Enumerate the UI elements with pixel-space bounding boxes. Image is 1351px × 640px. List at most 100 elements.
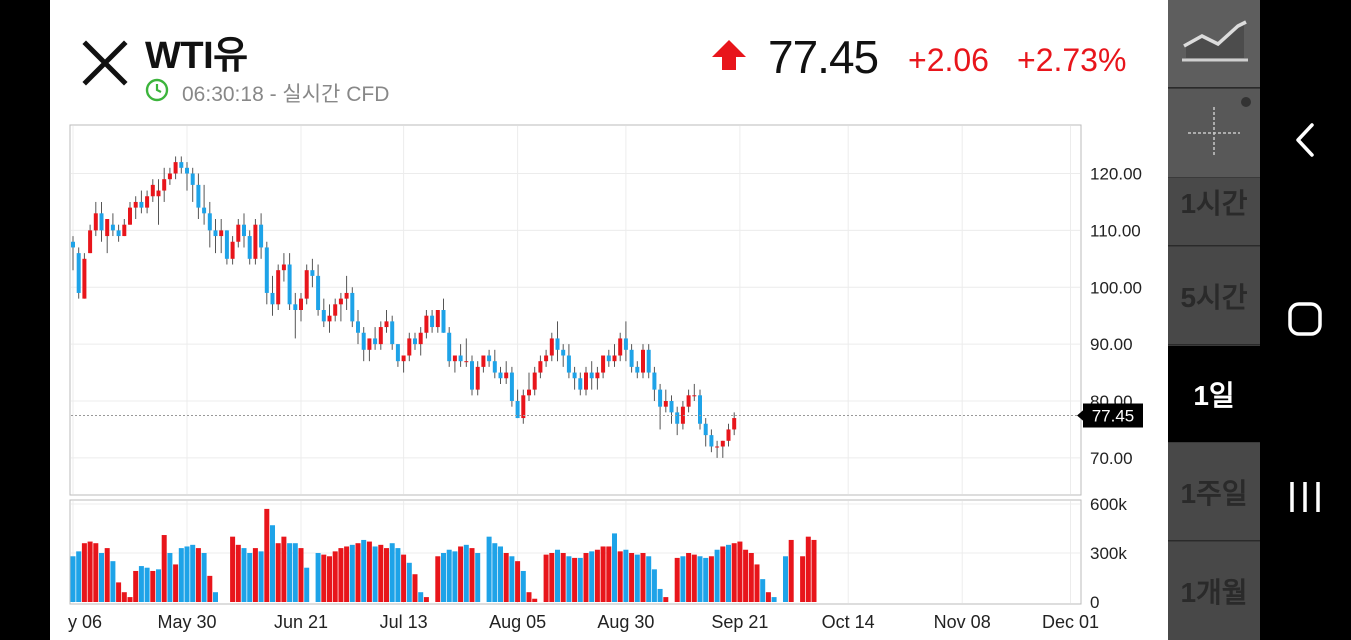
candle-body xyxy=(561,349,566,356)
volume-bar xyxy=(509,556,515,602)
current-price-pointer xyxy=(1077,409,1084,422)
volume-bar xyxy=(640,553,646,602)
volume-bar xyxy=(674,557,680,602)
volume-bar xyxy=(207,575,213,602)
volume-bar xyxy=(121,592,127,602)
volume-bar xyxy=(116,582,122,602)
timeframe-5h[interactable]: 5시간 xyxy=(1168,247,1260,345)
volume-bar xyxy=(520,570,526,602)
volume-bar xyxy=(344,546,350,602)
volume-bar xyxy=(515,561,521,602)
volume-bar xyxy=(178,548,184,602)
candle-body xyxy=(589,372,594,379)
volume-bar xyxy=(401,554,407,602)
volume-bar xyxy=(435,556,441,602)
volume-bar xyxy=(110,561,116,602)
chart-grid xyxy=(71,126,1080,603)
candle-body xyxy=(224,230,229,259)
date-tick-label: Dec 01 xyxy=(1042,612,1099,632)
crosshair-button[interactable] xyxy=(1168,89,1260,177)
volume-bar xyxy=(503,553,509,602)
volume-bar xyxy=(697,556,703,602)
volume-bar xyxy=(572,557,578,602)
volume-bar xyxy=(708,556,714,602)
candle-body xyxy=(515,401,520,419)
candle-body xyxy=(612,355,617,362)
volume-bar xyxy=(686,553,692,602)
candle-body xyxy=(327,315,332,322)
candle-body xyxy=(601,355,606,373)
home-icon[interactable] xyxy=(1280,294,1330,344)
volume-bar xyxy=(617,551,623,602)
date-tick-label: Jun 21 xyxy=(274,612,328,632)
candle-body xyxy=(316,275,321,310)
candle-body xyxy=(88,230,93,254)
volume-bar xyxy=(418,592,424,602)
candle-body xyxy=(623,338,628,350)
timeframe-1m[interactable]: 1개월 xyxy=(1168,542,1260,640)
candle-body xyxy=(259,224,264,248)
candle-body xyxy=(498,372,503,379)
candle-body xyxy=(373,338,378,345)
volume-bar xyxy=(264,508,270,602)
candle-body xyxy=(242,224,246,237)
volume-bar xyxy=(703,557,709,602)
volume-bar xyxy=(600,546,606,602)
date-tick-label: Aug 05 xyxy=(489,612,546,632)
date-tick-label: Jul 13 xyxy=(380,612,428,632)
date-tick-label: Nov 08 xyxy=(934,612,991,632)
volume-bar xyxy=(458,546,464,602)
volume-bar xyxy=(235,544,241,602)
volume-bar xyxy=(195,548,201,602)
volume-bar xyxy=(543,554,549,602)
timeframe-1h[interactable]: 1시간 xyxy=(1168,178,1260,246)
candle-body xyxy=(595,372,600,379)
volume-bar xyxy=(258,551,264,602)
candle-body xyxy=(219,230,224,237)
volume-bar xyxy=(93,543,99,602)
volume-bar xyxy=(549,553,555,602)
volume-bar xyxy=(104,548,110,602)
candle-body xyxy=(509,372,514,401)
back-icon[interactable] xyxy=(1280,115,1330,165)
volume-bar xyxy=(423,597,429,602)
timeframe-1w[interactable]: 1주일 xyxy=(1168,443,1260,541)
volume-bar xyxy=(606,546,612,602)
volume-bar xyxy=(378,544,384,602)
volume-bar xyxy=(247,553,253,602)
candle-body xyxy=(686,395,691,407)
candle-body xyxy=(504,372,509,379)
candle-body xyxy=(367,338,372,350)
candle-body xyxy=(447,332,452,362)
chart-type-button[interactable] xyxy=(1168,0,1260,88)
candle-body xyxy=(407,338,412,356)
candle-body xyxy=(401,355,406,362)
candle-body xyxy=(538,361,543,373)
candle-body xyxy=(703,423,708,436)
candle-body xyxy=(344,292,349,299)
volume-bar xyxy=(737,541,743,602)
date-axis: y 06 May 30 Jun 21 Jul 13 Aug 05 Aug 30 Sep 21… xyxy=(68,612,1099,632)
volume-bar xyxy=(634,554,640,602)
close-icon[interactable] xyxy=(80,38,130,88)
candle-body xyxy=(584,372,588,390)
volume-bar xyxy=(150,570,156,602)
volume-panel-frame xyxy=(69,499,1082,605)
candle-body xyxy=(76,253,81,293)
volume-bar xyxy=(144,567,150,602)
volume-bar xyxy=(754,564,760,602)
candle-body xyxy=(173,162,178,174)
volume-bar xyxy=(321,554,327,602)
volume-bar xyxy=(452,551,458,602)
volume-bar xyxy=(138,566,144,602)
recents-icon[interactable] xyxy=(1280,472,1330,522)
volume-bar xyxy=(395,548,401,602)
volume-bar xyxy=(612,533,617,602)
candle-body xyxy=(71,241,75,248)
volume-bar xyxy=(743,549,749,602)
volume-bar xyxy=(800,556,806,602)
timeframe-1d[interactable]: 1일 xyxy=(1168,346,1260,442)
current-price-marker: 77.45 xyxy=(71,403,1143,428)
volume-bar xyxy=(241,548,247,602)
